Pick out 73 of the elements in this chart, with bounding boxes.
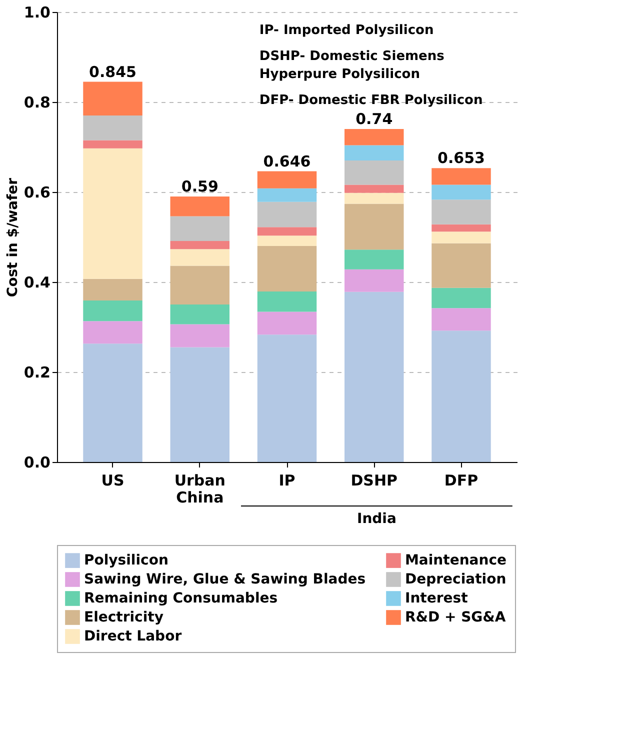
legend-label: Remaining Consumables bbox=[84, 590, 278, 606]
total-label: 0.845 bbox=[89, 62, 136, 81]
bar bbox=[257, 227, 317, 236]
bar bbox=[170, 304, 230, 324]
y-tick-label: 0.2 bbox=[24, 364, 50, 382]
bar bbox=[344, 250, 404, 270]
x-tick-label: DFP bbox=[444, 472, 478, 490]
legend-label: Depreciation bbox=[405, 572, 506, 588]
y-tick-label: 0.0 bbox=[24, 454, 50, 472]
total-label: 0.74 bbox=[356, 110, 393, 128]
bar bbox=[344, 204, 404, 250]
annotation: DFP- Domestic FBR Polysilicon bbox=[259, 93, 483, 108]
y-axis-title: Cost in $/wafer bbox=[4, 178, 21, 298]
bar bbox=[257, 171, 317, 188]
total-label: 0.646 bbox=[263, 152, 311, 170]
bar bbox=[170, 249, 230, 266]
bar bbox=[432, 288, 491, 308]
bar bbox=[344, 192, 404, 204]
x-tick-label: DSHP bbox=[350, 472, 398, 490]
bar bbox=[432, 243, 491, 288]
bar bbox=[83, 278, 142, 300]
annotation: IP- Imported Polysilicon bbox=[259, 23, 434, 38]
bar bbox=[257, 334, 317, 462]
legend-label: Interest bbox=[405, 590, 468, 606]
bar bbox=[432, 184, 491, 200]
total-label: 0.653 bbox=[438, 149, 485, 168]
bar bbox=[170, 196, 230, 216]
bar bbox=[344, 269, 404, 292]
y-tick-label: 1.0 bbox=[24, 4, 50, 22]
bar bbox=[344, 145, 404, 160]
bar bbox=[170, 241, 230, 250]
x-tick-label: IP bbox=[278, 472, 296, 490]
total-label: 0.59 bbox=[181, 178, 218, 196]
legend-label: Polysilicon bbox=[84, 552, 168, 569]
bar bbox=[170, 266, 230, 304]
bar bbox=[344, 129, 404, 146]
bar bbox=[257, 312, 317, 335]
bar bbox=[83, 321, 142, 344]
legend-label: R&D + SG&A bbox=[405, 610, 506, 626]
x-tick-label: US bbox=[101, 472, 124, 490]
bar bbox=[344, 184, 404, 193]
bar bbox=[432, 224, 491, 232]
legend-label: Sawing Wire, Glue & Sawing Blades bbox=[84, 572, 366, 588]
annotation: DSHP- Domestic Siemens Hyperpure Polysilicon bbox=[259, 49, 445, 82]
bar bbox=[170, 216, 230, 242]
bar bbox=[257, 246, 317, 292]
bar bbox=[432, 232, 491, 244]
legend-label: Electricity bbox=[84, 610, 164, 626]
bar bbox=[83, 116, 142, 140]
bar bbox=[432, 168, 491, 185]
legend-label: Maintenance bbox=[405, 552, 507, 569]
legend-label: Direct Labor bbox=[84, 628, 182, 644]
bar bbox=[344, 160, 404, 185]
y-tick-label: 0.8 bbox=[24, 94, 50, 112]
bar bbox=[257, 236, 317, 246]
bar bbox=[170, 324, 230, 348]
bar bbox=[257, 202, 317, 228]
bar bbox=[344, 292, 404, 462]
bar bbox=[83, 82, 142, 116]
bar bbox=[83, 300, 142, 322]
bar bbox=[257, 188, 317, 202]
y-tick-label: 0.6 bbox=[24, 184, 50, 202]
bar bbox=[432, 308, 491, 331]
bar bbox=[83, 148, 142, 279]
bar bbox=[83, 344, 142, 462]
bar bbox=[83, 140, 142, 148]
y-tick-label: 0.4 bbox=[24, 274, 50, 292]
bar bbox=[257, 291, 317, 312]
bar bbox=[432, 200, 491, 224]
x-tick-label: Urban China bbox=[174, 472, 226, 506]
text: India bbox=[356, 511, 396, 527]
bar bbox=[432, 330, 491, 462]
bar bbox=[170, 347, 230, 462]
